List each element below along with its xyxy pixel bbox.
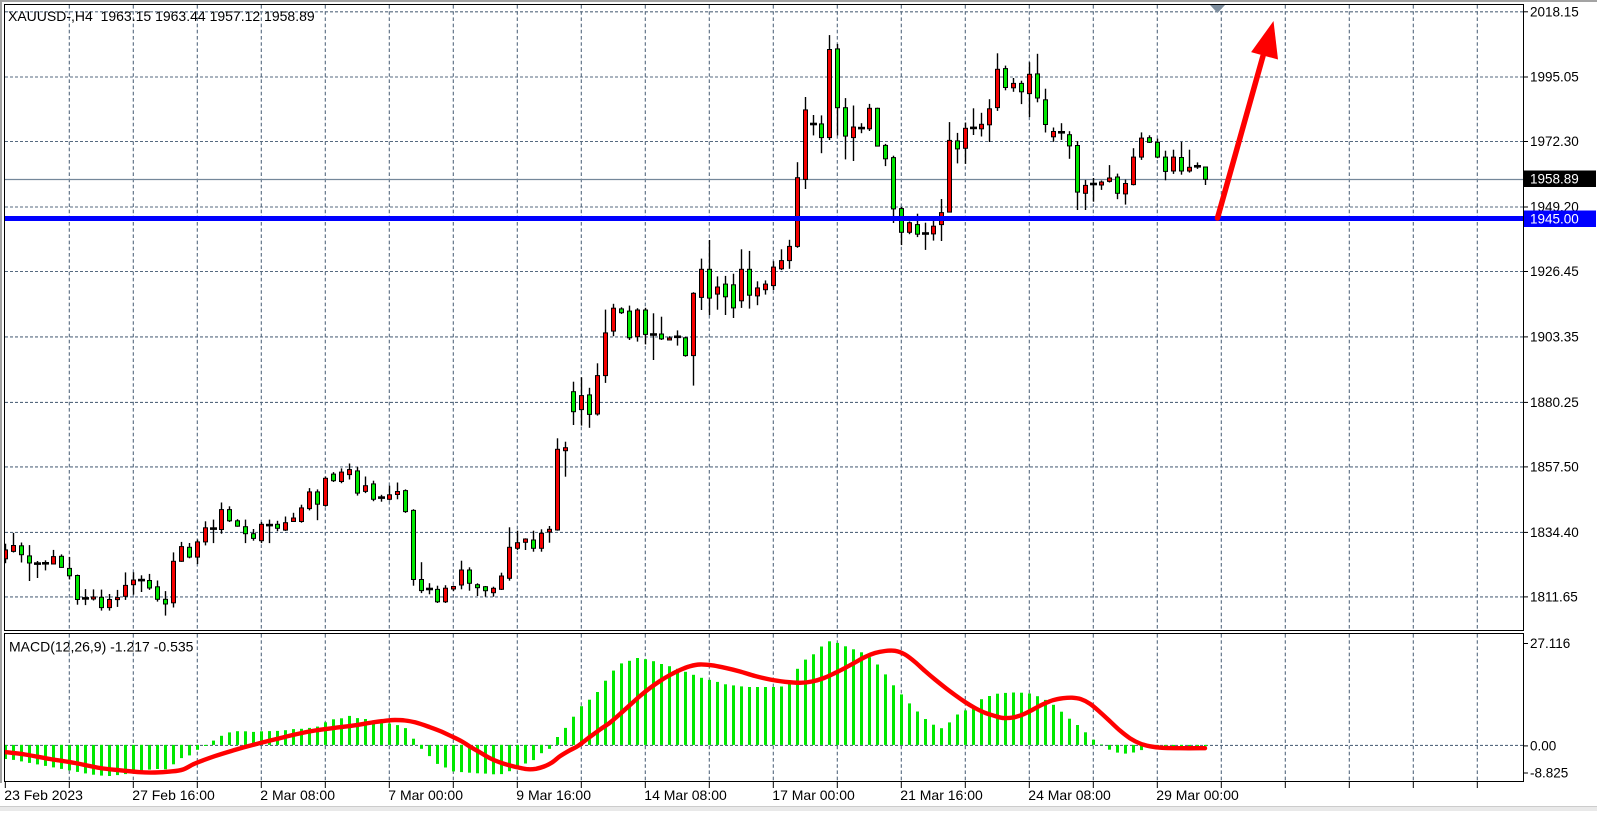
svg-text:XAUUSD-,H4 1963.15 1963.44 19: XAUUSD-,H4 1963.15 1963.44 1957.12 1958.… [8, 8, 315, 24]
svg-text:1926.45: 1926.45 [1530, 264, 1579, 279]
svg-text:17 Mar 00:00: 17 Mar 00:00 [772, 787, 855, 803]
svg-text:24 Mar 08:00: 24 Mar 08:00 [1028, 787, 1111, 803]
svg-text:1903.35: 1903.35 [1530, 330, 1579, 345]
svg-text:27 Feb 16:00: 27 Feb 16:00 [132, 787, 215, 803]
svg-text:2 Mar 08:00: 2 Mar 08:00 [260, 787, 335, 803]
svg-text:1945.00: 1945.00 [1530, 212, 1579, 227]
svg-text:-8.825: -8.825 [1530, 766, 1568, 781]
svg-text:2018.15: 2018.15 [1530, 5, 1579, 20]
svg-text:1811.65: 1811.65 [1530, 590, 1578, 605]
svg-text:21 Mar 16:00: 21 Mar 16:00 [900, 787, 983, 803]
svg-text:1972.30: 1972.30 [1530, 134, 1579, 149]
svg-text:MACD(12,26,9) -1.217 -0.535: MACD(12,26,9) -1.217 -0.535 [9, 639, 194, 655]
svg-text:7 Mar 00:00: 7 Mar 00:00 [388, 787, 463, 803]
svg-text:27.116: 27.116 [1530, 636, 1570, 651]
svg-text:0.00: 0.00 [1530, 739, 1556, 754]
svg-text:1958.89: 1958.89 [1530, 172, 1579, 187]
svg-text:1880.25: 1880.25 [1530, 395, 1579, 410]
svg-text:1857.50: 1857.50 [1530, 460, 1579, 475]
svg-text:9 Mar 16:00: 9 Mar 16:00 [516, 787, 591, 803]
svg-text:29 Mar 00:00: 29 Mar 00:00 [1156, 787, 1239, 803]
svg-text:23 Feb 2023: 23 Feb 2023 [4, 787, 83, 803]
svg-text:1834.40: 1834.40 [1530, 525, 1579, 540]
svg-text:14 Mar 08:00: 14 Mar 08:00 [644, 787, 727, 803]
svg-text:1995.05: 1995.05 [1530, 70, 1579, 85]
